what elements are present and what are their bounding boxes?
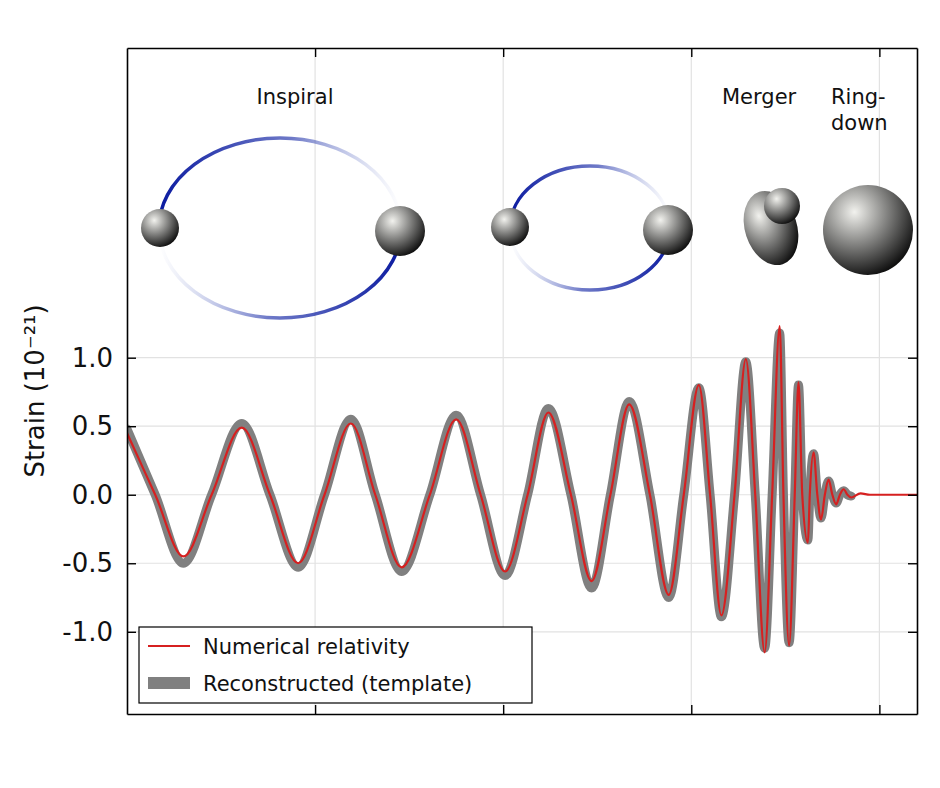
tick: [879, 705, 880, 714]
tick-mark: [908, 495, 917, 496]
legend-label: Reconstructed (template): [203, 672, 472, 696]
tick-mark: [503, 48, 504, 57]
black-hole: [491, 208, 529, 246]
y-axis-title: Strain (10⁻²¹): [20, 304, 50, 477]
tick: 1.0: [72, 343, 136, 373]
x-axis-top: [128, 48, 918, 57]
tick: [503, 705, 504, 714]
tick: [691, 705, 692, 714]
legend-key: [148, 645, 190, 647]
annotation: Merger: [722, 85, 797, 109]
tick: [879, 48, 880, 57]
tick-mark: [908, 632, 917, 633]
tick: [908, 358, 917, 359]
grid-line-x: [879, 48, 880, 714]
illustration: [141, 138, 913, 318]
y-axis: -1.0 -0.5 0.0 0.5 1.0: [62, 49, 136, 715]
annotation-line: Merger: [722, 85, 797, 109]
tick: -0.5: [62, 548, 136, 578]
tick: [908, 495, 917, 496]
y-axis-right: [908, 49, 918, 715]
black-hole: [141, 209, 179, 247]
series-line: [127, 326, 917, 652]
annotation: Ring-down: [831, 85, 888, 135]
annotations: Inspiral Merger Ring-down: [257, 85, 888, 135]
tick: [315, 705, 316, 714]
tick: -1.0: [62, 617, 136, 647]
tick-mark: [503, 705, 504, 714]
tick: 0.5: [72, 411, 136, 441]
grid-line-y: [127, 357, 917, 358]
axis-line: [128, 48, 918, 50]
chart: Inspiral Merger Ring-down -1.0 -0.5 0.0 0.5 1.0…: [0, 0, 940, 788]
x-axis: [128, 705, 918, 715]
axis-line: [128, 714, 918, 716]
orbit-arc: [159, 138, 401, 228]
tick-mark: [127, 358, 136, 359]
annotation: Inspiral: [257, 85, 334, 109]
merger-lobe: [764, 188, 800, 224]
annotation-line: Ring-: [831, 85, 886, 109]
tick-mark: [691, 48, 692, 57]
legend-box: [139, 627, 532, 703]
merger-lobe: [735, 184, 808, 272]
tick-label: -1.0: [62, 617, 113, 647]
grid-line-y: [127, 563, 917, 564]
tick-mark: [879, 48, 880, 57]
tick-mark: [127, 495, 136, 496]
annotation-line: Inspiral: [257, 85, 334, 109]
remnant-black-hole: [823, 185, 913, 275]
tick-mark: [127, 563, 136, 564]
plot-marks: [127, 326, 917, 652]
tick-label: 0.0: [72, 480, 113, 510]
grid-line-x: [691, 48, 692, 714]
black-hole: [643, 205, 693, 255]
tick: [908, 563, 917, 564]
tick-mark: [691, 705, 692, 714]
tick-mark: [908, 563, 917, 564]
legend-label: Numerical relativity: [203, 635, 410, 659]
grid-line-x: [314, 48, 315, 714]
tick-label: 1.0: [72, 343, 113, 373]
legend: Numerical relativity Reconstructed (templ…: [139, 627, 532, 703]
tick: 0.0: [72, 480, 136, 510]
grid-line-x: [503, 48, 504, 714]
tick-label: -0.5: [62, 548, 113, 578]
orbit-arc: [159, 228, 401, 318]
tick-mark: [908, 426, 917, 427]
tick: [908, 426, 917, 427]
tick-mark: [879, 705, 880, 714]
axis-line: [917, 49, 919, 715]
tick-mark: [315, 48, 316, 57]
annotation-line: down: [831, 111, 888, 135]
black-hole: [375, 206, 425, 256]
legend-key: [148, 677, 190, 689]
tick: [691, 48, 692, 57]
tick-label: 0.5: [72, 411, 113, 441]
tick: [503, 48, 504, 57]
tick-mark: [127, 426, 136, 427]
axis-line: [127, 49, 129, 715]
merger-shape: [735, 184, 808, 272]
grid: [127, 48, 917, 714]
tick-mark: [127, 632, 136, 633]
tick: [315, 48, 316, 57]
tick-mark: [315, 705, 316, 714]
tick-mark: [908, 358, 917, 359]
tick: [908, 632, 917, 633]
